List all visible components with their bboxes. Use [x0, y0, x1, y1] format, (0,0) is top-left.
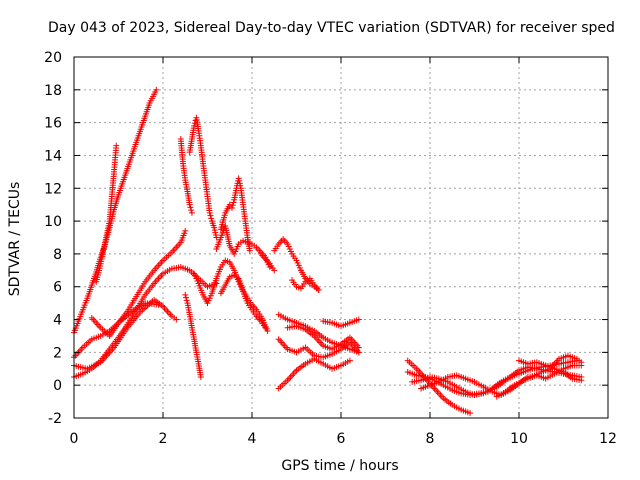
- track-19-point: [346, 357, 353, 364]
- y-tick-label: 8: [53, 247, 62, 263]
- y-tick-label: -2: [48, 411, 62, 427]
- x-axis-title: GPS time / hours: [281, 458, 398, 474]
- y-tick-label: 12: [44, 181, 62, 197]
- y-tick-label: 4: [53, 313, 62, 329]
- track-8-marker: [207, 212, 214, 219]
- y-tick-label: 2: [53, 345, 62, 361]
- track-12-marker: [230, 199, 237, 206]
- track-27-point: [578, 377, 585, 384]
- track-3-point: [182, 227, 189, 234]
- track-12-point: [246, 247, 253, 254]
- track-7-marker: [187, 204, 194, 211]
- track-22-point: [467, 410, 474, 417]
- track-8-marker: [208, 215, 215, 222]
- track-7-marker: [188, 207, 195, 214]
- track-12-marker: [229, 202, 236, 209]
- y-tick-label: 6: [53, 280, 62, 296]
- track-11-point: [264, 328, 271, 335]
- track-8-point: [206, 209, 213, 216]
- x-tick-label: 2: [159, 431, 168, 447]
- x-tick-label: 0: [70, 431, 79, 447]
- y-tick-label: 0: [53, 378, 62, 394]
- x-tick-label: 10: [510, 431, 528, 447]
- track-2-point: [113, 142, 120, 149]
- plot-frame: [73, 56, 609, 419]
- track-12-point: [228, 204, 235, 211]
- x-tick-label: 4: [248, 431, 257, 447]
- track-8-point: [191, 122, 198, 129]
- track-26-point: [578, 359, 585, 366]
- y-tick-label: 16: [44, 116, 62, 132]
- data-marks: [71, 86, 585, 417]
- track-7-point: [186, 201, 193, 208]
- axis-ticks: 0 2 4 6 8 10 12 -2 0 2 4 6 8 10 12 14 16 18 20: [44, 50, 617, 447]
- y-tick-label: 10: [44, 214, 62, 230]
- track-1-point: [153, 86, 160, 93]
- track-9-marker: [183, 297, 190, 304]
- y-tick-label: 18: [44, 83, 62, 99]
- chart-title: Day 043 of 2023, Sidereal Day-to-day VTE…: [48, 20, 615, 36]
- y-tick-label: 20: [44, 50, 62, 66]
- x-tick-label: 8: [426, 431, 435, 447]
- track-9-point: [197, 373, 204, 380]
- track-16-point: [315, 287, 322, 294]
- track-20-point: [355, 344, 362, 351]
- track-9-marker: [182, 294, 189, 301]
- track-5-point: [173, 316, 180, 323]
- track-7-point: [188, 209, 195, 216]
- x-tick-label: 12: [599, 431, 617, 447]
- track-21-point: [355, 316, 362, 323]
- track-12-point: [226, 201, 233, 208]
- track-9-point: [182, 291, 189, 298]
- y-axis-title: SDTVAR / TECUs: [7, 182, 23, 297]
- x-tick-label: 6: [337, 431, 346, 447]
- track-14-point: [271, 267, 278, 274]
- y-tick-label: 14: [44, 148, 62, 164]
- track-6-point: [155, 301, 162, 308]
